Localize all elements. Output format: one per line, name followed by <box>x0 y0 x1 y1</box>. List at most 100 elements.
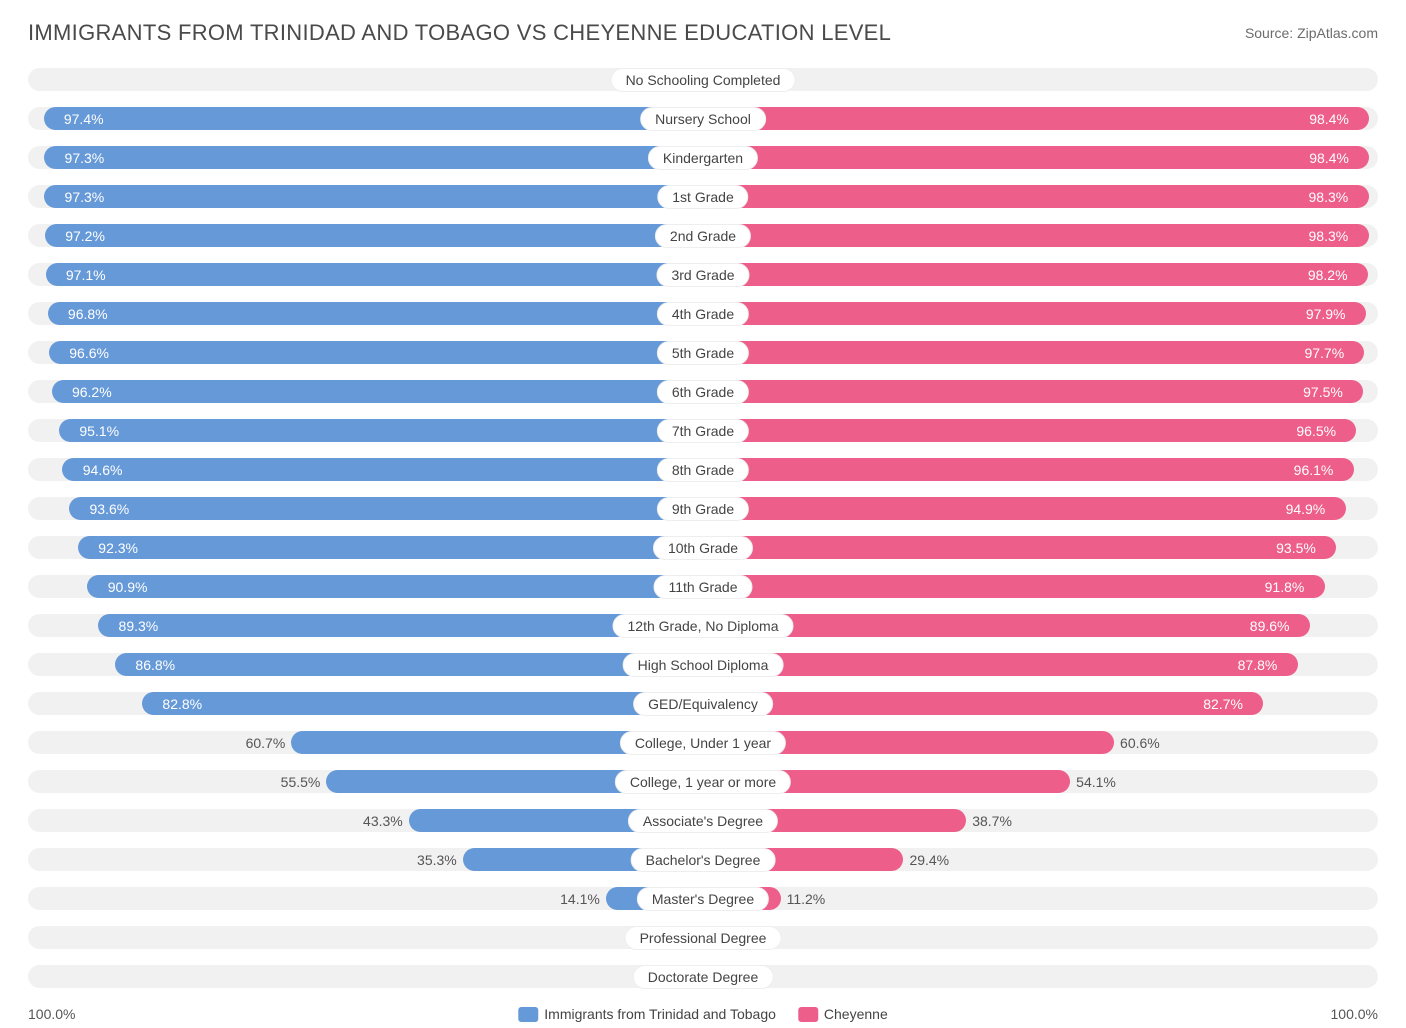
bar-right <box>705 614 1310 637</box>
chart-row: 93.6% 94.9% 9th Grade <box>28 493 1378 524</box>
diverging-bar-chart: 2.6%2.1%No Schooling Completed97.4%98.4%… <box>28 64 1378 992</box>
bar-right <box>705 419 1356 442</box>
legend: Immigrants from Trinidad and Tobago Chey… <box>518 1006 887 1022</box>
category-label: Professional Degree <box>625 926 782 950</box>
value-left: 96.2% <box>72 384 112 400</box>
value-right: 93.5% <box>1276 540 1316 556</box>
value-left: 14.1% <box>560 891 600 907</box>
bar-left <box>48 302 701 325</box>
chart-row: 97.1% 98.2% 3rd Grade <box>28 259 1378 290</box>
value-left: 92.3% <box>98 540 138 556</box>
category-label: 6th Grade <box>657 380 749 404</box>
value-right: 94.9% <box>1286 501 1326 517</box>
value-left: 60.7% <box>246 735 286 751</box>
value-left: 82.8% <box>162 696 202 712</box>
value-left: 97.1% <box>66 267 106 283</box>
chart-row: 2.6%2.1%No Schooling Completed <box>28 64 1378 95</box>
chart-row: 96.8% 97.9% 4th Grade <box>28 298 1378 329</box>
value-left: 43.3% <box>363 813 403 829</box>
category-label: Bachelor's Degree <box>631 848 776 872</box>
value-left: 35.3% <box>417 852 457 868</box>
bar-left <box>78 536 701 559</box>
category-label: 2nd Grade <box>655 224 751 248</box>
bar-left <box>44 185 701 208</box>
value-right: 97.5% <box>1303 384 1343 400</box>
value-right: 98.3% <box>1309 228 1349 244</box>
chart-row: 3.9%3.6%Professional Degree <box>28 922 1378 953</box>
value-left: 95.1% <box>79 423 119 439</box>
bar-right <box>705 224 1369 247</box>
category-label: 10th Grade <box>653 536 753 560</box>
category-label: 3rd Grade <box>656 263 749 287</box>
bar-left <box>98 614 701 637</box>
chart-row: 43.3% 38.7% Associate's Degree <box>28 805 1378 836</box>
axis-max-left: 100.0% <box>28 1006 75 1022</box>
value-right: 91.8% <box>1265 579 1305 595</box>
value-right: 54.1% <box>1076 774 1116 790</box>
value-right: 29.4% <box>909 852 949 868</box>
value-right: 98.4% <box>1309 111 1349 127</box>
value-left: 96.6% <box>69 345 109 361</box>
bar-left <box>59 419 701 442</box>
legend-label-right: Cheyenne <box>824 1006 888 1022</box>
chart-row: 96.6%97.7%5th Grade <box>28 337 1378 368</box>
value-left: 96.8% <box>68 306 108 322</box>
value-right: 60.6% <box>1120 735 1160 751</box>
value-left: 55.5% <box>281 774 321 790</box>
legend-item-right: Cheyenne <box>798 1006 888 1022</box>
value-right: 38.7% <box>972 813 1012 829</box>
bar-left <box>44 146 701 169</box>
category-label: 9th Grade <box>657 497 749 521</box>
value-right: 96.1% <box>1294 462 1334 478</box>
bar-left <box>115 653 701 676</box>
category-label: 11th Grade <box>653 575 752 599</box>
value-left: 86.8% <box>135 657 175 673</box>
bar-left <box>87 575 701 598</box>
bar-left <box>69 497 701 520</box>
chart-row: 86.8% 87.8% High School Diploma <box>28 649 1378 680</box>
category-label: 5th Grade <box>657 341 749 365</box>
value-left: 94.6% <box>83 462 123 478</box>
value-right: 98.2% <box>1308 267 1348 283</box>
chart-header: IMMIGRANTS FROM TRINIDAD AND TOBAGO VS C… <box>28 20 1378 46</box>
chart-row: 90.9%91.8%11th Grade <box>28 571 1378 602</box>
category-label: Nursery School <box>640 107 766 131</box>
value-right: 89.6% <box>1250 618 1290 634</box>
bar-right <box>705 497 1346 520</box>
value-right: 98.3% <box>1309 189 1349 205</box>
category-label: No Schooling Completed <box>611 68 796 92</box>
bar-right <box>705 263 1368 286</box>
value-left: 97.2% <box>65 228 105 244</box>
bar-left <box>46 263 701 286</box>
bar-left <box>49 341 701 364</box>
category-label: 1st Grade <box>657 185 748 209</box>
chart-row: 35.3% 29.4% Bachelor's Degree <box>28 844 1378 875</box>
chart-row: 96.2% 97.5% 6th Grade <box>28 376 1378 407</box>
bar-right <box>705 536 1336 559</box>
legend-label-left: Immigrants from Trinidad and Tobago <box>544 1006 776 1022</box>
value-left: 97.3% <box>65 189 105 205</box>
value-right: 87.8% <box>1238 657 1278 673</box>
value-right: 82.7% <box>1203 696 1243 712</box>
bar-right <box>705 185 1369 208</box>
category-label: Associate's Degree <box>628 809 778 833</box>
chart-row: 14.1%11.2%Master's Degree <box>28 883 1378 914</box>
bar-right <box>705 302 1366 325</box>
chart-row: 89.3%89.6%12th Grade, No Diploma <box>28 610 1378 641</box>
bar-right <box>705 107 1369 130</box>
category-label: College, Under 1 year <box>620 731 786 755</box>
category-label: Doctorate Degree <box>633 965 774 989</box>
chart-row: 94.6%96.1%8th Grade <box>28 454 1378 485</box>
category-label: High School Diploma <box>623 653 784 677</box>
value-right: 97.9% <box>1306 306 1346 322</box>
category-label: GED/Equivalency <box>633 692 773 716</box>
bar-right <box>705 692 1263 715</box>
legend-item-left: Immigrants from Trinidad and Tobago <box>518 1006 776 1022</box>
bar-right <box>705 380 1363 403</box>
value-right: 96.5% <box>1296 423 1336 439</box>
bar-left <box>52 380 701 403</box>
bar-right <box>705 146 1369 169</box>
value-left: 93.6% <box>90 501 130 517</box>
category-label: 4th Grade <box>657 302 749 326</box>
chart-row: 55.5%54.1%College, 1 year or more <box>28 766 1378 797</box>
